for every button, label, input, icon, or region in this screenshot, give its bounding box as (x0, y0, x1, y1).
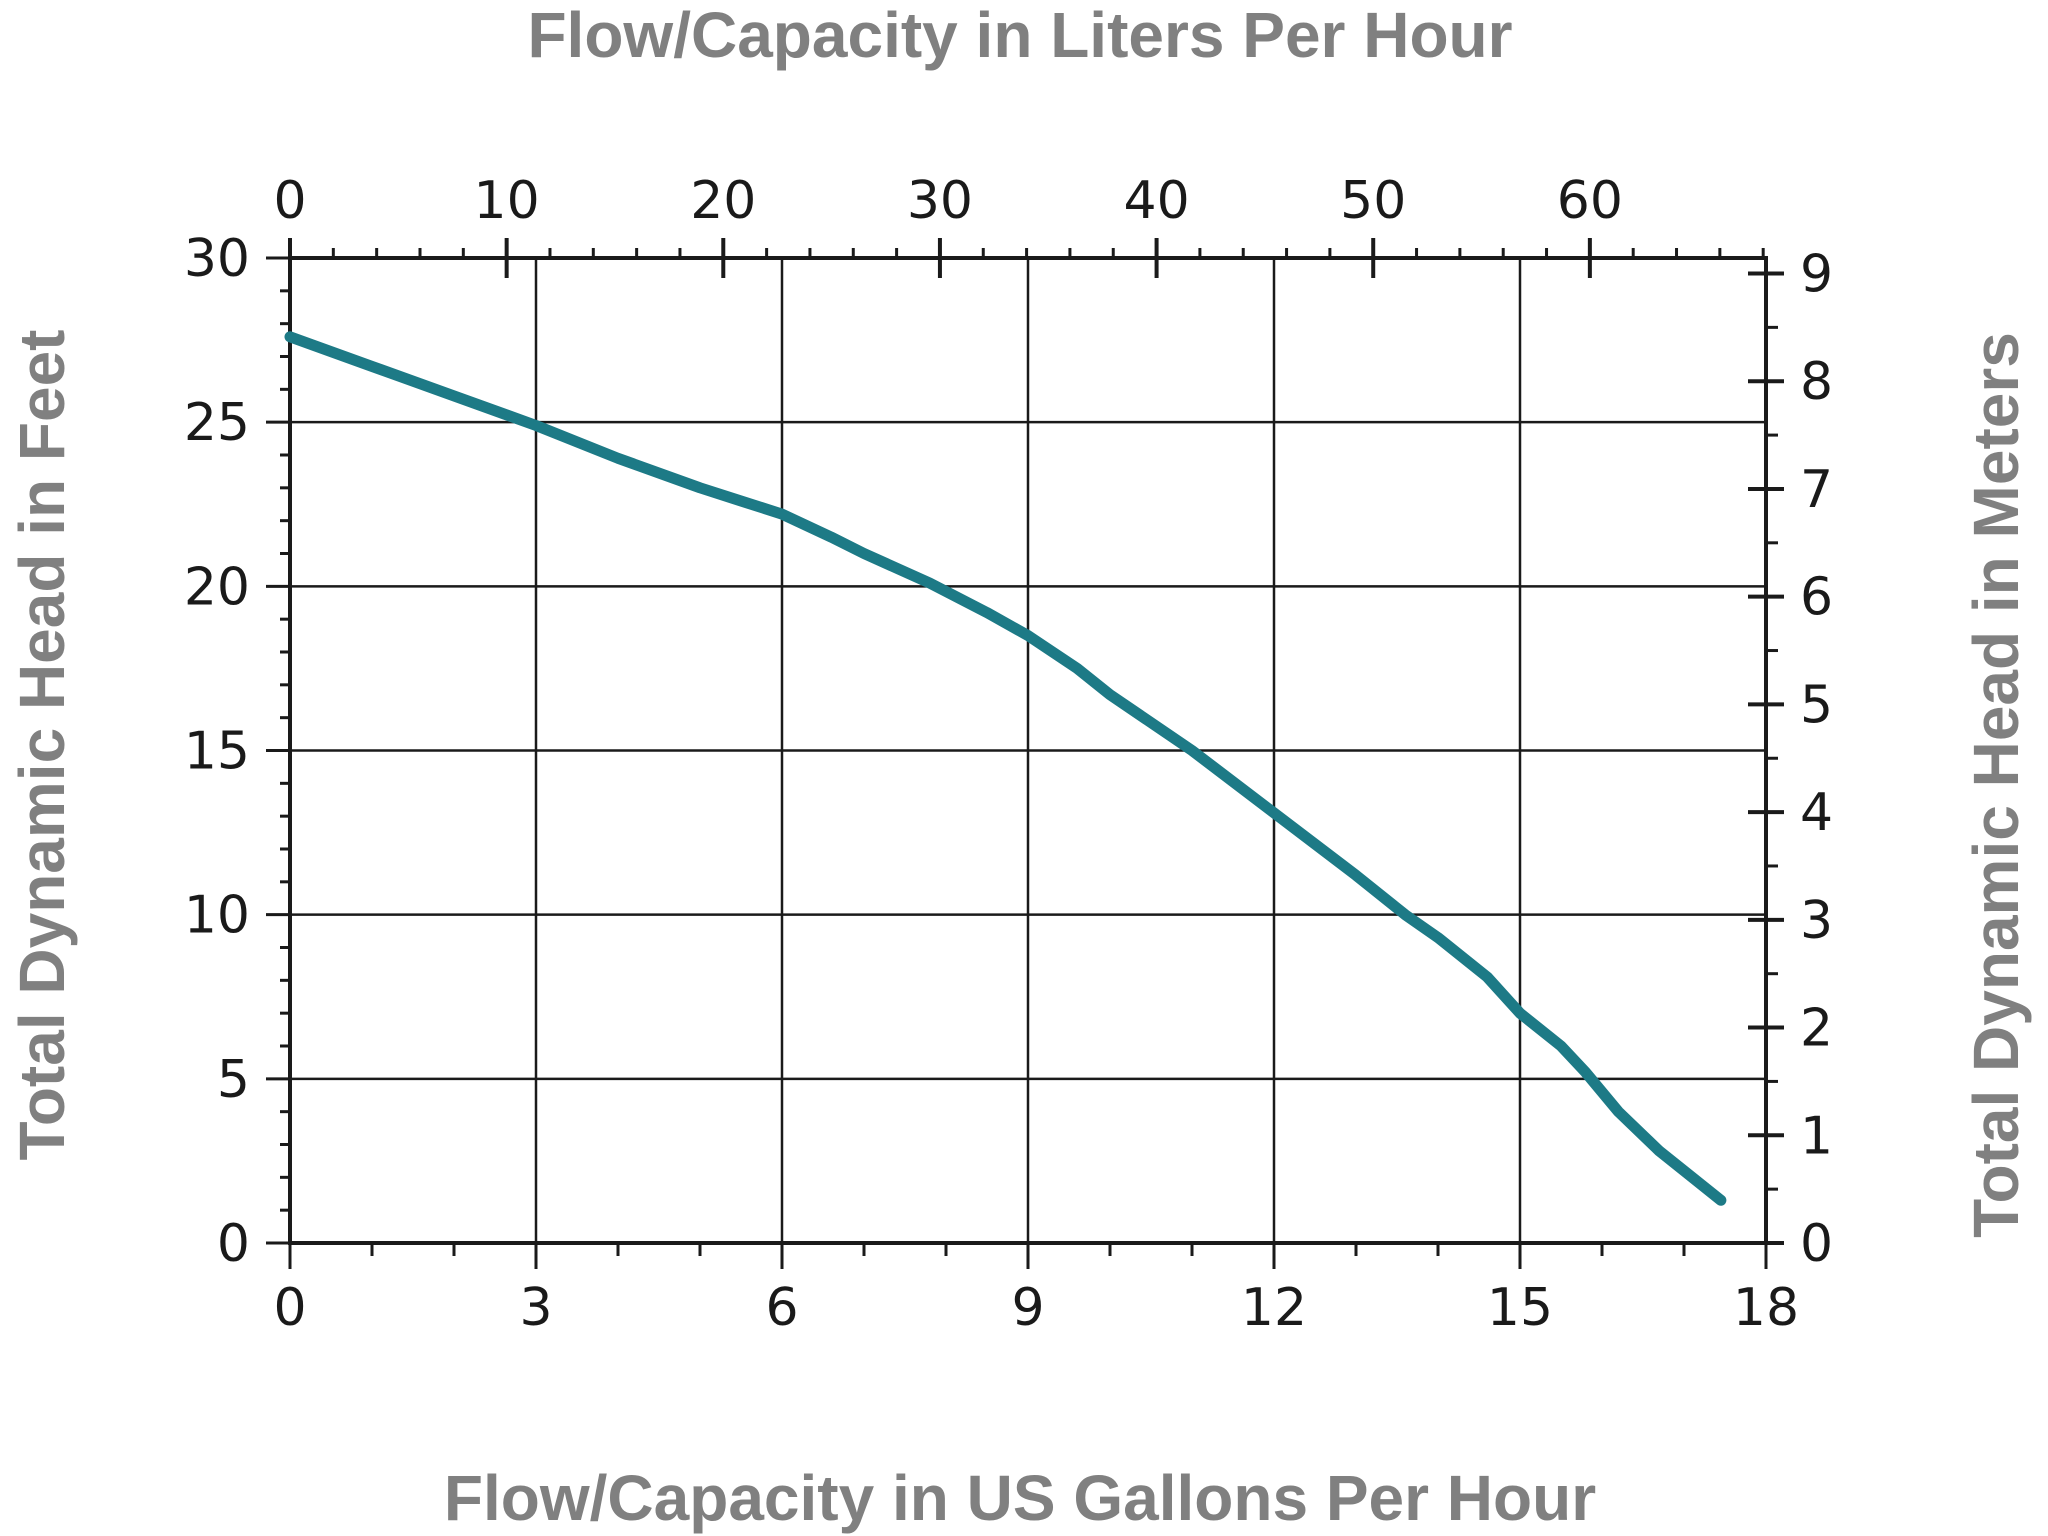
right-y-tick-label: 5 (1800, 675, 1833, 735)
right-y-tick-label: 9 (1800, 245, 1833, 305)
bottom-x-tick-label: 15 (1487, 1278, 1553, 1338)
performance-curve (284, 331, 1727, 1206)
plot-frame (288, 256, 1768, 1245)
left-y-tick-label: 30 (184, 229, 250, 289)
left-y-tick-label: 15 (184, 722, 250, 782)
right-y-tick-label: 1 (1800, 1106, 1833, 1166)
left-y-axis-title: Total Dynamic Head in Feet (6, 330, 78, 1161)
left-y-tick-label: 5 (217, 1050, 250, 1110)
left-y-tick-label: 25 (184, 393, 250, 453)
right-y-axis-title: Total Dynamic Head in Meters (1960, 332, 2032, 1238)
left-y-tick-label: 10 (184, 886, 250, 946)
top-x-tick-label: 40 (1123, 171, 1189, 231)
bottom-x-tick-label: 18 (1733, 1278, 1799, 1338)
top-x-tick-label: 60 (1557, 171, 1623, 231)
right-y-tick-label: 3 (1800, 891, 1833, 951)
top-x-axis-title: Flow/Capacity in Liters Per Hour (527, 0, 1512, 71)
axis-ticks (266, 238, 1784, 1269)
top-x-tick-label: 20 (690, 171, 756, 231)
bottom-x-tick-label: 3 (519, 1278, 552, 1338)
top-x-tick-label: 0 (273, 171, 306, 231)
right-y-tick-label: 6 (1800, 568, 1833, 628)
top-x-tick-label: 50 (1340, 171, 1406, 231)
right-y-tick-label: 2 (1800, 999, 1833, 1059)
top-x-tick-label: 30 (907, 171, 973, 231)
bottom-x-tick-label: 6 (765, 1278, 798, 1338)
right-y-tick-label: 0 (1800, 1214, 1833, 1274)
top-x-tick-label: 10 (474, 171, 540, 231)
left-y-tick-label: 0 (217, 1214, 250, 1274)
right-y-tick-label: 8 (1800, 352, 1833, 412)
bottom-x-axis-title: Flow/Capacity in US Gallons Per Hour (444, 1462, 1596, 1534)
bottom-x-tick-label: 12 (1241, 1278, 1307, 1338)
grid-lines (290, 258, 1766, 1243)
right-y-tick-label: 7 (1800, 460, 1833, 520)
left-y-tick-label: 20 (184, 557, 250, 617)
bottom-x-tick-label: 0 (273, 1278, 306, 1338)
right-y-tick-label: 4 (1800, 783, 1833, 843)
bottom-x-tick-label: 9 (1011, 1278, 1044, 1338)
tick-labels: 0 3 6 9 12 15 180 10 20 30 40 50 6005101520253001234… (184, 171, 1833, 1338)
